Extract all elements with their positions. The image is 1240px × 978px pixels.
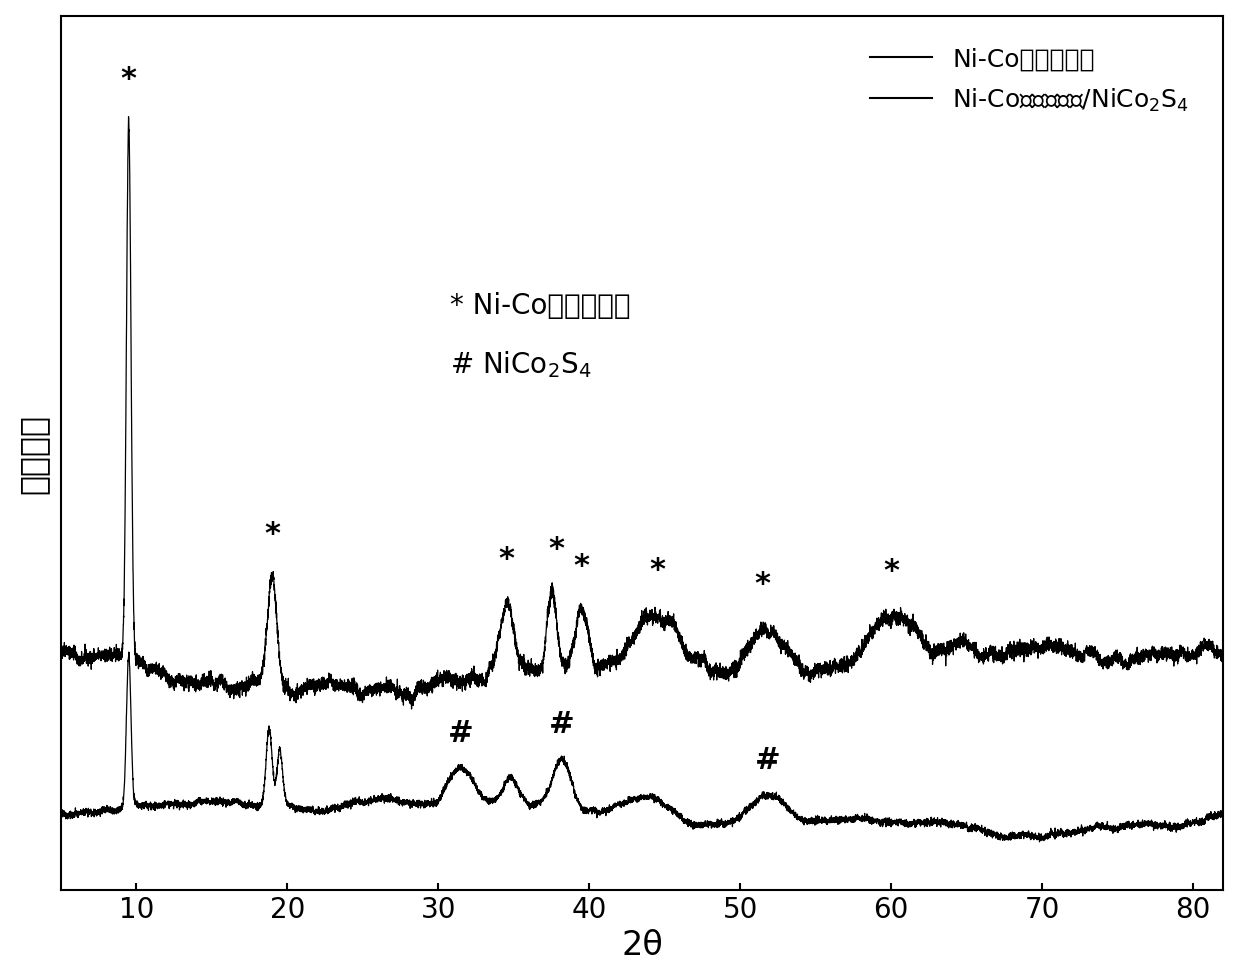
Text: # NiCo$_2$S$_4$: # NiCo$_2$S$_4$ <box>450 348 591 379</box>
Legend: Ni-Co双氢氧化物, Ni-Co双氢氧化物/NiCo$_2$S$_4$: Ni-Co双氢氧化物, Ni-Co双氢氧化物/NiCo$_2$S$_4$ <box>859 38 1199 124</box>
Text: #: # <box>754 745 780 775</box>
Text: #: # <box>549 709 575 738</box>
Text: *: * <box>574 551 590 580</box>
Y-axis label: 相对强度: 相对强度 <box>16 414 50 493</box>
Text: *: * <box>264 519 280 549</box>
X-axis label: 2θ: 2θ <box>621 928 663 961</box>
Text: *: * <box>498 545 515 573</box>
Text: *: * <box>120 65 136 94</box>
Text: *: * <box>548 534 564 563</box>
Text: #: # <box>448 718 474 747</box>
Text: *: * <box>755 569 771 599</box>
Text: *: * <box>883 556 899 586</box>
Text: * Ni-Co双氢氧化物: * Ni-Co双氢氧化物 <box>450 291 631 320</box>
Text: *: * <box>650 555 665 584</box>
